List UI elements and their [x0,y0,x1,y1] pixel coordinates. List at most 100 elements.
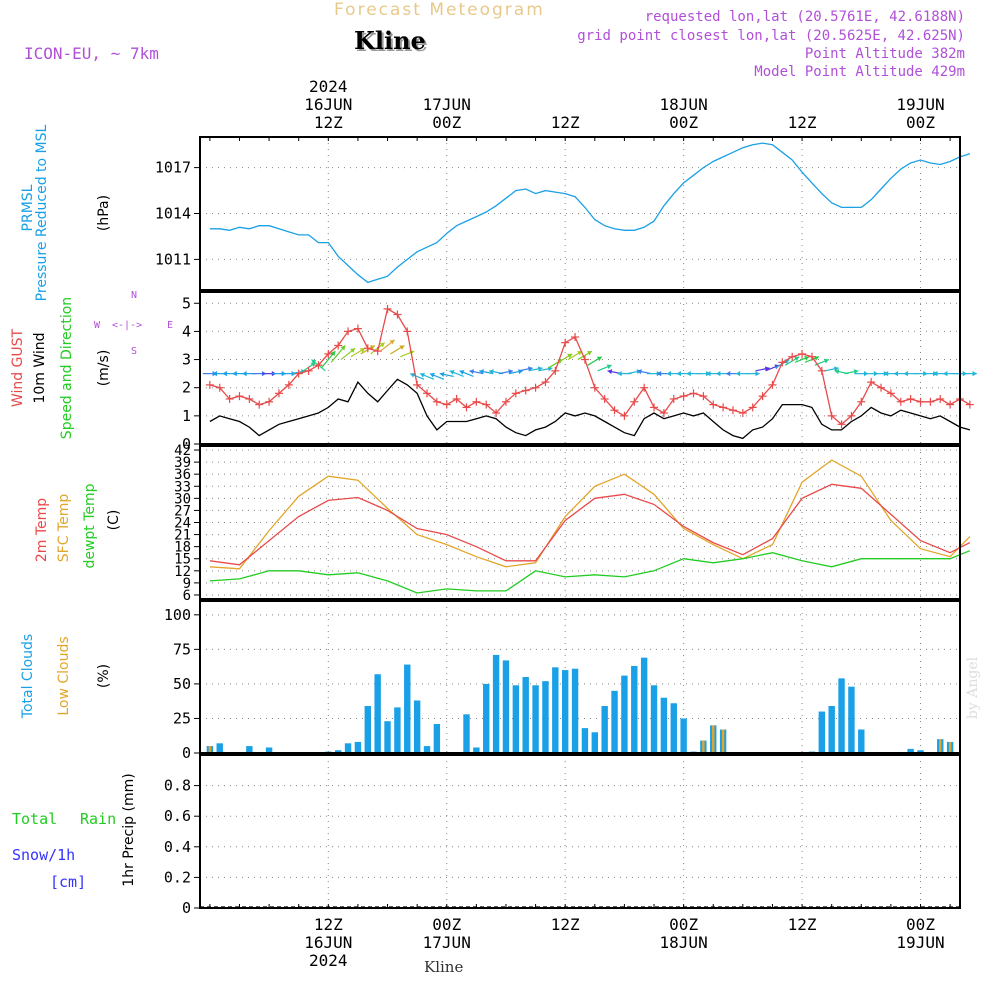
cloud-total-bar [571,668,579,753]
temp-sfc-line [209,459,971,570]
cloud-total-bar [631,665,638,753]
wind-arrow-head [577,351,583,356]
cloud-total-bar [512,685,520,753]
wind-arrow-head [706,371,711,377]
wind-arrow-head [330,351,336,357]
y-tick-label: 25 [173,709,191,727]
cloud-total-bar [670,703,677,753]
model-altitude: Model Point Altitude 429m [754,64,965,80]
cloud-low-bar [712,725,715,753]
wind-arrow-head [420,372,425,378]
wind-arrow-head [794,356,800,362]
y-tick-label: 33 [174,479,191,495]
y-tick-label: 1011 [155,250,191,268]
y-tick-label: 3 [182,351,191,369]
wind-arrow-head [606,364,612,370]
model-name: ICON-EU, ~ 7km [24,44,159,63]
gridpoint-coords: grid point closest lon,lat (20.5625E, 42… [577,28,965,44]
wind-arrow-head [410,372,416,378]
wind-arrow-head [242,371,247,377]
wind-arrow-head [369,345,375,350]
wind-arrow-head [755,371,760,377]
time-label-bottom: 00Z [906,915,935,934]
time-label-top: 2024 [309,77,348,96]
time-label-bottom: 00Z [669,915,698,934]
cloud-total-bar [492,654,500,753]
cloud-low-bar [702,740,705,753]
pressure-line [209,142,971,284]
cloud-total-bar [818,711,826,753]
time-label-top: 00Z [906,113,935,132]
wind-arrow-head [340,345,346,351]
cloud-total-bar [828,706,835,753]
wind-arrow-head [853,369,859,375]
time-label-bottom: 17JUN [423,933,471,952]
cloud-total-bar [384,721,391,753]
wind-arrow-head [637,369,642,375]
cloud-total-bar [660,697,668,753]
cloud-low-bar [208,746,212,753]
cloud-total-bar [463,714,470,753]
time-label-top: 19JUN [896,95,944,114]
cloud-total-bar [917,750,924,753]
time-label-bottom: 12Z [314,915,343,934]
label-snow: Snow/1h [12,846,76,864]
cloud-total-bar [404,664,411,753]
cloud-low-bar [721,729,725,753]
y-tick-label: 2 [182,379,191,397]
time-label-top: 16JUN [304,95,352,114]
wind-arrow-head [567,353,573,359]
time-label-bottom: 18JUN [660,933,708,952]
y-tick-label: 21 [174,528,191,544]
wind-arrow-head [469,369,475,375]
y-tick-label: 0.6 [164,807,191,825]
wind-arrow-head [933,371,938,377]
time-label-top: 12Z [551,113,580,132]
time-label-top: 12Z [788,113,817,132]
cloud-total-bar [265,747,273,753]
y-tick-label: 6 [183,588,191,604]
cloud-total-bar [611,690,618,753]
y-tick-label: 18 [174,540,191,556]
cloud-total-bar [532,685,539,753]
compass-w: W [94,320,101,331]
cloud-total-bar [591,732,598,753]
cloud-total-bar [621,675,628,753]
wind-arrow-head [804,355,810,361]
y-tick-label: 30 [174,491,191,507]
time-label-top: 00Z [669,113,698,132]
time-label-bottom: 2024 [309,951,348,970]
wind-arrow-head [399,345,405,350]
wind-arrow-head [379,342,385,348]
wind-arrow-head [212,371,218,377]
wind-arrow-head [359,348,365,353]
wind-arrow-head [596,356,602,362]
cloud-total-bar [858,729,865,753]
panel-frame [199,754,961,909]
wind-arrow-head [232,371,237,377]
y-tick-label: 15 [174,552,191,568]
wind-arrow-head [489,369,494,375]
wind-arrow-head [439,371,445,378]
wind-arrow-head [607,369,613,375]
wind-arrow-head [222,371,227,377]
y-tick-label: 36 [174,467,191,483]
panel-frame [199,445,961,600]
wind-arrow-head [823,358,829,364]
y-tick-label: 0.2 [164,868,191,886]
y-tick-label: 4 [182,322,191,340]
wind-arrow-head [735,371,741,377]
station-title: Kline [354,26,426,55]
wind-arrow-head [686,371,691,377]
cloud-total-bar [423,746,431,753]
cloud-total-bar [561,670,569,753]
cloud-total-bar [364,706,371,753]
cloud-total-bar [581,728,589,753]
y-tick-label: 24 [174,516,191,532]
wind-arrow-head [310,362,316,367]
cloud-total-bar [552,667,559,753]
time-label-top: 00Z [432,113,461,132]
cloud-total-bar [246,746,253,753]
y-tick-label: 100 [164,606,191,624]
y-tick-label: 5 [182,294,191,312]
